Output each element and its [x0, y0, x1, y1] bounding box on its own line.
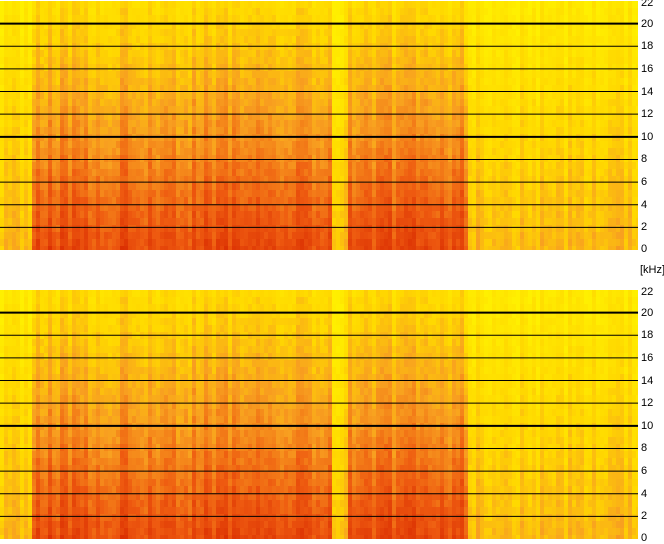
y-tick-label-top-16: 16: [641, 63, 653, 75]
spectrogram-bottom: [0, 290, 638, 539]
y-tick-label-top-8: 8: [641, 153, 647, 165]
y-tick-label-top-22: 22: [641, 0, 653, 9]
axis-unit-label: [kHz]: [640, 264, 664, 276]
y-tick-label-top-2: 2: [641, 221, 647, 233]
spectrogram-bottom-plot: [0, 290, 638, 539]
y-tick-label-top-12: 12: [641, 108, 653, 120]
y-tick-label-bottom-6: 6: [641, 465, 647, 477]
y-tick-label-top-10: 10: [641, 131, 653, 143]
y-tick-label-bottom-18: 18: [641, 329, 653, 341]
y-tick-label-bottom-22: 22: [641, 286, 653, 298]
y-tick-label-bottom-12: 12: [641, 397, 653, 409]
y-tick-label-top-0: 0: [641, 243, 647, 255]
y-tick-label-bottom-4: 4: [641, 488, 647, 500]
y-tick-label-top-18: 18: [641, 40, 653, 52]
spectrogram-top-plot: [0, 1, 638, 250]
y-tick-label-top-4: 4: [641, 199, 647, 211]
y-tick-label-top-20: 20: [641, 18, 653, 30]
y-tick-label-bottom-16: 16: [641, 352, 653, 364]
y-tick-label-bottom-14: 14: [641, 375, 653, 387]
y-tick-label-bottom-0: 0: [641, 532, 647, 544]
spectrogram-top: [0, 1, 638, 250]
y-tick-label-bottom-2: 2: [641, 510, 647, 522]
y-tick-label-top-14: 14: [641, 86, 653, 98]
y-tick-label-bottom-20: 20: [641, 307, 653, 319]
y-tick-label-top-6: 6: [641, 176, 647, 188]
y-tick-label-bottom-8: 8: [641, 442, 647, 454]
y-tick-label-bottom-10: 10: [641, 420, 653, 432]
